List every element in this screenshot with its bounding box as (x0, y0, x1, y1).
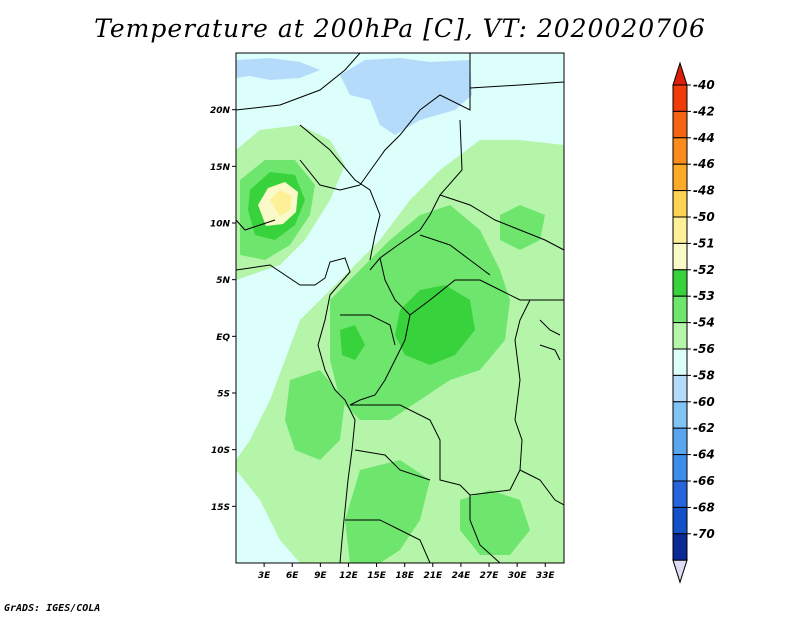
colorbar-label: -56 (693, 342, 715, 356)
band-yellow (270, 190, 292, 216)
lat-tick-label: 10S (211, 446, 230, 456)
colorbar-label: -62 (693, 421, 715, 435)
colorbar-label: -42 (693, 104, 715, 118)
colorbar-label: -50 (693, 210, 715, 224)
colorbar-label: -52 (693, 263, 715, 277)
colorbar-label: -64 (693, 448, 715, 462)
lon-tick-label: 9E (314, 571, 327, 581)
map-frame (235, 52, 565, 564)
lon-tick-label: 33E (536, 571, 556, 581)
colorbar-label: -60 (693, 395, 715, 409)
band-lightblue-north (340, 58, 472, 135)
lat-tick-label: 5S (217, 390, 230, 400)
colorbar-swatch (672, 506, 688, 535)
colorbar-label: -70 (693, 527, 715, 541)
lon-tick-label: 30E (508, 571, 528, 581)
colorbar-label: -58 (693, 368, 715, 382)
band-green-east-arm (500, 205, 545, 250)
lon-tick-label: 27E (480, 571, 500, 581)
lon-tick-label: 21E (423, 571, 443, 581)
colorbar-swatch (672, 84, 688, 112)
colorbar: -40 -42 -44 -46 -48 -50 -51 -52 -53 -54 -56 -58 -60 -… (672, 61, 715, 584)
colorbar-swatch (672, 427, 688, 456)
lat-tick-label: 5N (216, 276, 230, 286)
coastline-west-africa (236, 257, 356, 563)
colorbar-label: -51 (693, 236, 715, 250)
colorbar-swatch (672, 295, 688, 324)
grads-credit: GrADS: IGES/COLA (4, 603, 101, 614)
colorbar-swatch (672, 348, 688, 376)
colorbar-label: -53 (693, 289, 715, 303)
map-title: Temperature at 200hPa [C], VT: 202002070… (94, 14, 706, 43)
lat-tick-label: EQ (216, 333, 230, 343)
lat-tick-label: 15S (211, 503, 230, 513)
colorbar-swatch (672, 137, 688, 165)
lat-tick-label: 15N (210, 163, 231, 173)
colorbar-swatch (672, 322, 688, 350)
longitude-axis: 3E 6E 9E 12E 15E 18E 21E 24E 27E 30E 33E (258, 563, 556, 581)
colorbar-top-arrow (672, 61, 688, 86)
colorbar-swatch (672, 216, 688, 244)
colorbar-swatch (672, 480, 688, 508)
colorbar-label: -40 (693, 78, 715, 92)
colorbar-swatch (672, 269, 688, 297)
band-green-southwest (285, 370, 345, 460)
colorbar-swatch (672, 163, 688, 192)
lon-tick-label: 6E (286, 571, 299, 581)
lon-tick-label: 24E (452, 571, 472, 581)
colorbar-label: -66 (693, 474, 715, 488)
colorbar-label: -54 (693, 316, 715, 330)
lat-tick-label: 10N (210, 220, 231, 230)
band-darkgreen-center (395, 285, 475, 365)
colorbar-swatch (672, 454, 688, 482)
colorbar-swatch (672, 533, 688, 561)
colorbar-label: -68 (693, 500, 715, 514)
latitude-axis: 20N 15N 10N 5N EQ 5S 10S 15S (210, 106, 236, 513)
lon-tick-label: 12E (339, 571, 359, 581)
colorbar-swatch (672, 401, 688, 429)
colorbar-bottom-arrow (672, 559, 688, 584)
colorbar-swatch (672, 110, 688, 139)
colorbar-label: -44 (693, 131, 715, 145)
band-lightblue-northwest (236, 58, 320, 80)
colorbar-swatch (672, 374, 688, 403)
band-cyan-southwest (236, 470, 300, 563)
lon-tick-label: 3E (258, 571, 271, 581)
lon-tick-label: 18E (395, 571, 415, 581)
colorbar-swatch (672, 190, 688, 218)
lon-tick-label: 15E (367, 571, 387, 581)
temperature-field (236, 53, 564, 563)
band-darkgreen-small (340, 325, 365, 360)
lat-tick-label: 20N (210, 106, 231, 116)
colorbar-label: -48 (693, 184, 715, 198)
country-borders (236, 53, 564, 563)
colorbar-swatch (672, 242, 688, 271)
band-green-south (345, 460, 430, 563)
colorbar-label: -46 (693, 157, 715, 171)
